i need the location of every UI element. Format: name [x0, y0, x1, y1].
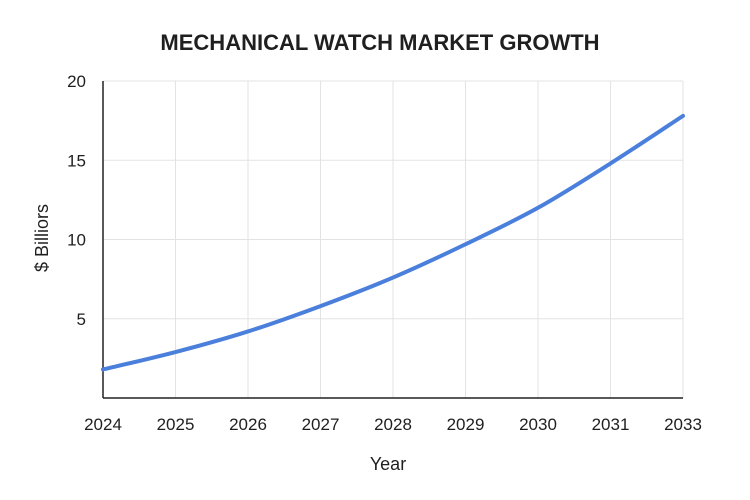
x-tick-label: 2026	[229, 415, 267, 434]
axes	[102, 81, 683, 399]
y-tick-label: 20	[67, 72, 86, 91]
y-tick-label: 15	[67, 151, 86, 170]
x-tick-label: 2029	[447, 415, 485, 434]
x-tick-label: 2031	[592, 415, 630, 434]
x-tick-label: 2030	[519, 415, 557, 434]
x-axis-label: Year	[370, 454, 406, 474]
tick-labels: 2024 2025 2026 2027 2028 2029 2030 2031 2033 5 10 1…	[67, 72, 702, 434]
y-axis-label: $ Billiors	[32, 204, 52, 272]
x-tick-label: 2027	[302, 415, 340, 434]
x-tick-label: 2033	[664, 415, 702, 434]
series-layer	[101, 113, 685, 372]
x-tick-label: 2028	[374, 415, 412, 434]
series-line	[101, 113, 685, 372]
y-tick-label: 5	[77, 310, 86, 329]
chart-title: MECHANICAL WATCH MARKET GROWTH	[160, 30, 599, 55]
y-tick-label: 10	[67, 231, 86, 250]
x-tick-label: 2025	[157, 415, 195, 434]
x-tick-label: 2024	[84, 415, 122, 434]
grid-lines	[102, 80, 684, 398]
